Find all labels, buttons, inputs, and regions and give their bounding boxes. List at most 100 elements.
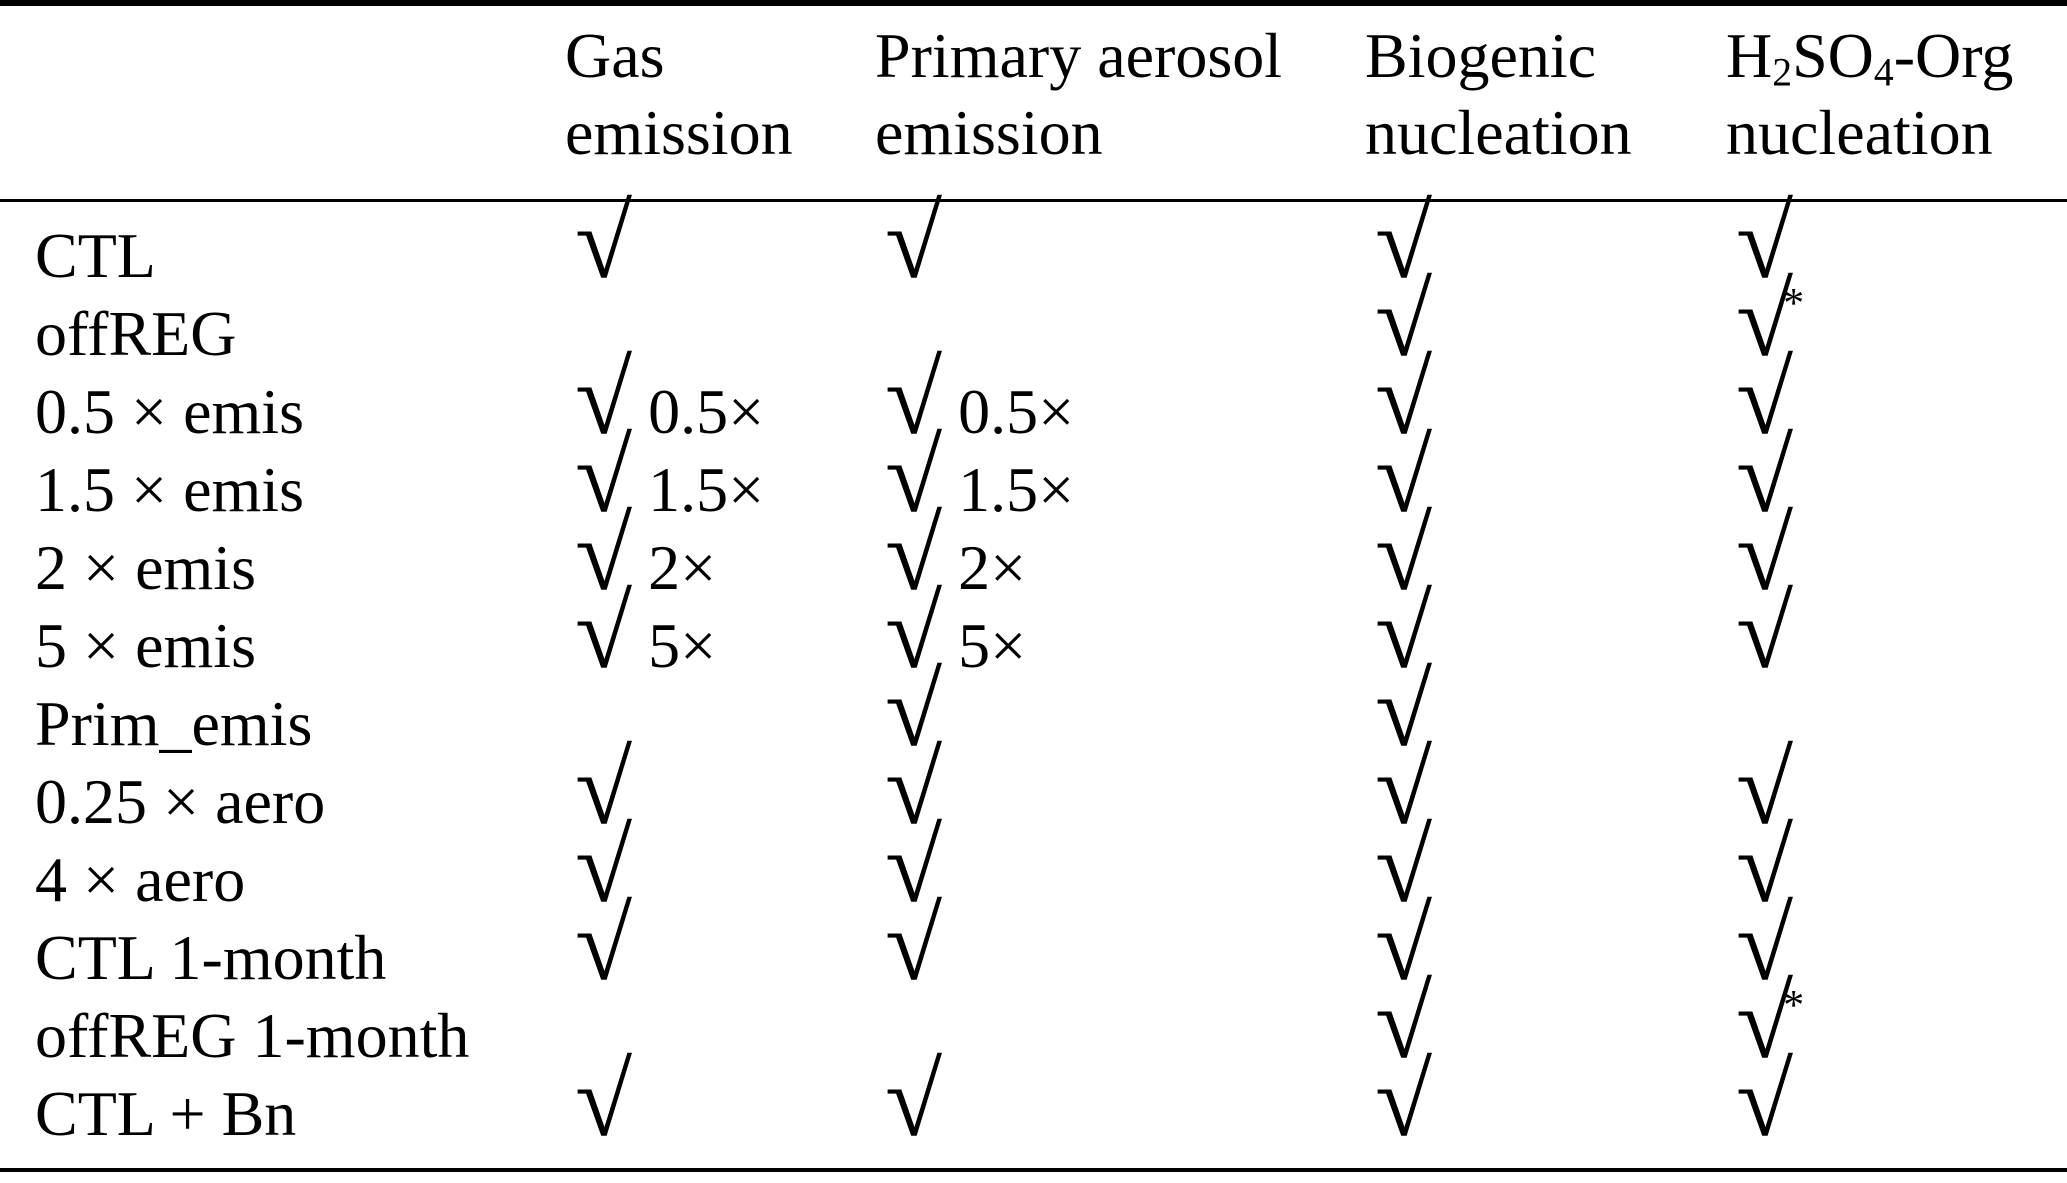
header-text: Biogenic [1365, 20, 1597, 91]
cell-h2so4-org-nucleation: √ [1726, 1049, 2067, 1153]
table-row-4-aero: 4 × aero √ √ √ √ [0, 815, 2067, 919]
column-header-line: emission [565, 94, 875, 171]
cell-primary-aerosol-emission: √ 5× [875, 581, 1365, 685]
table-row-5-emis: 5 × emis √ 5× √ 5× √ √ [0, 581, 2067, 685]
check-multiplier: 1.5× [648, 454, 765, 525]
footnote-star: * [1783, 983, 1805, 1029]
check-icon: √ [885, 731, 943, 846]
cell-biogenic-nucleation: √ [1365, 425, 1726, 529]
header-text: -Org [1893, 20, 2014, 91]
table-row-ctl-bn: CTL + Bn √ √ √ √ [0, 1049, 2067, 1153]
check-icon: √ [1375, 185, 1433, 300]
cell-gas-emission: √ [565, 1049, 875, 1153]
cell-biogenic-nucleation: √ [1365, 347, 1726, 451]
cell-gas-emission: √ [565, 893, 875, 997]
check-multiplier: 0.5× [958, 376, 1075, 447]
experiment-label: 2 × emis [35, 532, 256, 603]
column-header-experiment [0, 17, 565, 171]
header-text: emission [875, 97, 1103, 168]
table-row-prim-emis: Prim_emis √ √ [0, 659, 2067, 763]
check-icon: √ [1375, 965, 1433, 1080]
check-icon: √ [1375, 419, 1433, 534]
check-icon: √ [1736, 1043, 1794, 1158]
check-icon: √ [1375, 809, 1433, 924]
check-multiplier: 2× [648, 532, 717, 603]
check-multiplier: 5× [648, 610, 717, 681]
table-header-row: Gas emission Primary aerosol emission Biogen… [0, 17, 2067, 171]
check-icon: √ [1736, 263, 1794, 378]
column-header-primary-aerosol-emission: Primary aerosol emission [875, 17, 1365, 171]
check-icon: √ [885, 419, 943, 534]
cell-biogenic-nucleation: √ [1365, 1049, 1726, 1153]
table-row-0-25-aero: 0.25 × aero √ √ √ √ [0, 737, 2067, 841]
experiment-label: 0.25 × aero [35, 766, 326, 837]
cell-biogenic-nucleation: √ [1365, 659, 1726, 763]
check-icon: √ [575, 341, 633, 456]
cell-biogenic-nucleation: √ [1365, 269, 1726, 373]
cell-primary-aerosol-emission [875, 997, 1365, 1075]
check-icon: √ [885, 185, 943, 300]
experiment-label: offREG [35, 298, 237, 369]
check-icon: √ [885, 653, 943, 768]
table-body: CTL √ √ √ √ offREG √ √* 0.5 × emis √ 0.5× √ 0.5× √ √ 1.… [0, 191, 2067, 1153]
cell-biogenic-nucleation: √ [1365, 191, 1726, 295]
header-text: H [1726, 20, 1773, 91]
column-header-h2so4-org-nucleation: H2SO4-Org nucleation [1726, 17, 2067, 171]
cell-h2so4-org-nucleation: √ [1726, 425, 2067, 529]
experiment-label: CTL [35, 220, 156, 291]
cell-primary-aerosol-emission: √ 1.5× [875, 425, 1365, 529]
table-header-rule [0, 199, 2067, 202]
check-icon: √ [575, 419, 633, 534]
column-header-biogenic-nucleation: Biogenic nucleation [1365, 17, 1726, 171]
check-icon: √ [575, 185, 633, 300]
header-subscript: 2 [1772, 50, 1793, 95]
check-icon: √ [1736, 965, 1794, 1080]
check-multiplier: 5× [958, 610, 1027, 681]
experiment-label: 0.5 × emis [35, 376, 304, 447]
header-text: nucleation [1726, 97, 1993, 168]
check-icon: √ [1736, 809, 1794, 924]
experiment-label: CTL 1-month [35, 922, 387, 993]
check-icon: √ [885, 887, 943, 1002]
check-icon: √ [575, 497, 633, 612]
cell-biogenic-nucleation: √ [1365, 737, 1726, 841]
check-icon: √ [1375, 497, 1433, 612]
cell-h2so4-org-nucleation: √ [1726, 347, 2067, 451]
check-icon: √ [1375, 653, 1433, 768]
cell-h2so4-org-nucleation: √ [1726, 737, 2067, 841]
experiment-label: CTL + Bn [35, 1078, 297, 1149]
table-row-ctl-1-month: CTL 1-month √ √ √ √ [0, 893, 2067, 997]
cell-h2so4-org-nucleation: √* [1726, 269, 2067, 373]
cell-primary-aerosol-emission: √ [875, 659, 1365, 763]
column-header-line: H2SO4-Org [1726, 17, 2067, 94]
column-header-line: nucleation [1365, 94, 1726, 171]
check-icon: √ [1375, 263, 1433, 378]
check-icon: √ [1736, 731, 1794, 846]
table-bottom-rule [0, 1168, 2067, 1172]
table-row-ctl: CTL √ √ √ √ [0, 191, 2067, 295]
column-header-line: Biogenic [1365, 17, 1726, 94]
check-multiplier: 2× [958, 532, 1027, 603]
check-icon: √ [575, 1043, 633, 1158]
check-icon: √ [1375, 1043, 1433, 1158]
check-icon: √ [1736, 887, 1794, 1002]
check-icon: √ [1736, 419, 1794, 534]
cell-gas-emission: √ [565, 737, 875, 841]
column-header-line: nucleation [1726, 94, 2067, 171]
cell-h2so4-org-nucleation: √* [1726, 971, 2067, 1075]
cell-h2so4-org-nucleation: √ [1726, 581, 2067, 685]
column-header-line: emission [875, 94, 1365, 171]
cell-h2so4-org-nucleation: √ [1726, 503, 2067, 607]
check-multiplier: 0.5× [648, 376, 765, 447]
cell-biogenic-nucleation: √ [1365, 503, 1726, 607]
cell-primary-aerosol-emission: √ [875, 1049, 1365, 1153]
check-icon: √ [1736, 185, 1794, 300]
footnote-star: * [1783, 281, 1805, 327]
check-icon: √ [885, 341, 943, 456]
check-icon: √ [1375, 575, 1433, 690]
table-top-rule [0, 0, 2067, 6]
table-row-2-emis: 2 × emis √ 2× √ 2× √ √ [0, 503, 2067, 607]
check-icon: √ [575, 887, 633, 1002]
cell-h2so4-org-nucleation: √ [1726, 893, 2067, 997]
